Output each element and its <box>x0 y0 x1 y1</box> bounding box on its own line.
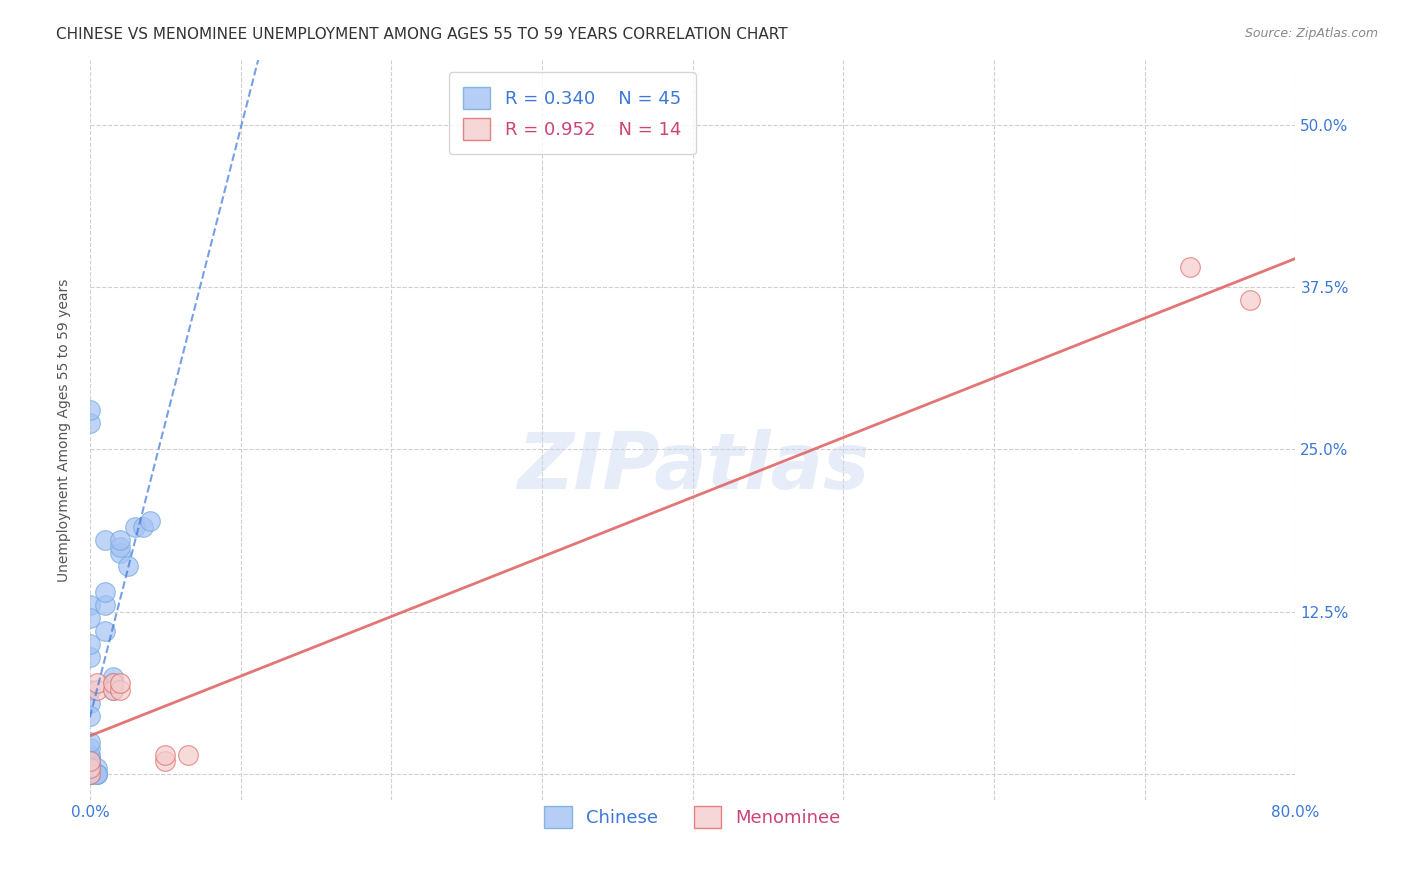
Point <box>79 767 101 781</box>
Point <box>79 747 101 762</box>
Text: CHINESE VS MENOMINEE UNEMPLOYMENT AMONG AGES 55 TO 59 YEARS CORRELATION CHART: CHINESE VS MENOMINEE UNEMPLOYMENT AMONG … <box>56 27 787 42</box>
Point <box>101 676 124 690</box>
Point <box>101 682 124 697</box>
Point <box>79 767 101 781</box>
Point <box>79 761 101 775</box>
Point <box>79 417 101 431</box>
Point <box>86 682 108 697</box>
Text: ZIPatlas: ZIPatlas <box>516 429 869 505</box>
Y-axis label: Unemployment Among Ages 55 to 59 years: Unemployment Among Ages 55 to 59 years <box>58 278 72 582</box>
Point <box>139 514 162 528</box>
Point <box>79 599 101 613</box>
Point <box>124 520 146 534</box>
Point <box>86 767 108 781</box>
Point <box>79 767 101 781</box>
Point <box>79 767 101 781</box>
Point <box>79 754 101 768</box>
Point <box>79 735 101 749</box>
Point <box>108 546 131 560</box>
Point <box>79 750 101 764</box>
Point <box>79 650 101 665</box>
Point <box>177 747 200 762</box>
Point <box>94 533 117 548</box>
Point <box>79 767 101 781</box>
Point <box>79 611 101 625</box>
Point <box>79 767 101 781</box>
Point <box>86 767 108 781</box>
Point <box>94 599 117 613</box>
Point <box>79 403 101 417</box>
Point <box>101 670 124 684</box>
Point <box>79 708 101 723</box>
Point <box>79 637 101 651</box>
Point <box>155 754 177 768</box>
Point <box>94 585 117 599</box>
Point <box>79 761 101 775</box>
Point <box>79 751 101 765</box>
Point <box>79 761 101 775</box>
Point <box>108 676 131 690</box>
Point <box>86 676 108 690</box>
Legend: Chinese, Menominee: Chinese, Menominee <box>537 799 848 836</box>
Point <box>79 741 101 756</box>
Point <box>86 761 108 775</box>
Text: Source: ZipAtlas.com: Source: ZipAtlas.com <box>1244 27 1378 40</box>
Point <box>86 767 108 781</box>
Point <box>101 676 124 690</box>
Point <box>79 767 101 781</box>
Point <box>79 756 101 771</box>
Point <box>79 696 101 710</box>
Point <box>155 747 177 762</box>
Point <box>108 682 131 697</box>
Point <box>108 540 131 554</box>
Point <box>101 682 124 697</box>
Point <box>79 754 101 768</box>
Point <box>1178 260 1201 275</box>
Point <box>79 767 101 781</box>
Point <box>79 754 101 768</box>
Point <box>117 559 139 574</box>
Point <box>79 682 101 697</box>
Point <box>94 624 117 639</box>
Point <box>108 533 131 548</box>
Point <box>131 520 153 534</box>
Point <box>79 767 101 781</box>
Point <box>1239 293 1261 307</box>
